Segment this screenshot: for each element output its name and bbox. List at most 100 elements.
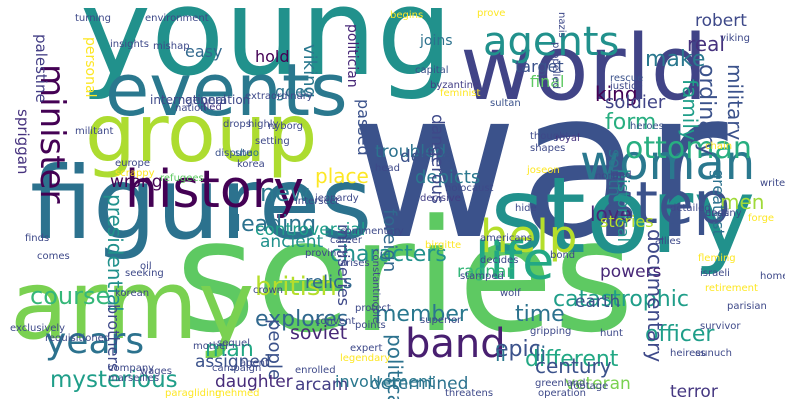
word-catastrophic: catastrophic: [553, 287, 689, 312]
word-eunuch: eunuch: [695, 348, 733, 359]
word-homelands: homelands: [760, 271, 785, 282]
word-dispute: dispute: [215, 148, 253, 159]
word-daughter: daughter: [215, 372, 293, 392]
word-joseon: joseon: [527, 165, 560, 176]
word-figures: figures: [30, 145, 373, 262]
word-woman: woman: [580, 135, 756, 191]
word-passed: passed: [354, 99, 373, 156]
word-stories: stories: [600, 212, 654, 231]
word-holocaust: holocaust: [445, 183, 494, 194]
word-fled: fled: [203, 102, 222, 113]
word-finds: finds: [25, 233, 50, 244]
word-parisian: parisian: [727, 301, 767, 312]
word-setting: setting: [255, 136, 290, 147]
word-member: member: [375, 302, 468, 327]
word-marseilles: marseilles: [108, 373, 160, 384]
word-arcam: arcam: [295, 375, 349, 395]
word-enrolled: enrolled: [295, 365, 336, 376]
word-band: band: [405, 321, 506, 367]
word-europe: europe: [115, 158, 150, 169]
word-threatens: threatens: [445, 388, 494, 399]
word-operation: operation: [538, 388, 587, 399]
word-mother: mother: [193, 341, 230, 352]
word-shuo: shuo: [235, 148, 260, 159]
word-real: real: [687, 32, 725, 56]
word-officer: officer: [645, 322, 715, 347]
word-leading: leading: [235, 212, 317, 237]
word-prove: prove: [477, 8, 506, 19]
word-agents: agents: [483, 19, 620, 65]
word-war: war: [350, 47, 728, 285]
word-young: young: [80, 4, 453, 103]
word-fleming: fleming: [698, 253, 736, 264]
word-dangerous: dangerous: [427, 114, 447, 204]
word-love: love: [590, 202, 632, 226]
word-highly: highly: [248, 119, 279, 130]
word-different: different: [525, 347, 619, 372]
word-hide: hide: [515, 203, 537, 214]
word-politician: politician: [344, 24, 360, 88]
word-veteran: veteran: [565, 374, 631, 394]
word-ottoman: ottoman: [625, 131, 752, 166]
word-determined: determined: [370, 374, 469, 394]
word-series: series: [175, 186, 635, 367]
word-century: century: [535, 354, 612, 378]
word-cloud-canvas: war series young story figures army world group…: [5, 4, 785, 399]
word-soviet: soviet: [290, 322, 348, 344]
word-man: man: [205, 337, 254, 362]
word-nyborg: nyborg: [268, 121, 304, 132]
word-extraordinary: extraordinary: [245, 91, 313, 102]
word-form: form: [605, 110, 657, 135]
word-forge: forge: [748, 213, 775, 224]
word-help: help: [480, 210, 578, 263]
word-company: company: [108, 363, 155, 374]
word-drops: drops: [223, 119, 251, 130]
word-hunt: hunt: [600, 328, 623, 339]
word-allies: allies: [655, 236, 681, 247]
word-expert: expert: [350, 343, 383, 354]
word-military: military: [723, 64, 747, 141]
word-sultan: sultan: [490, 98, 521, 109]
word-ancient: ancient: [260, 232, 324, 252]
word-spriggan: spriggan: [14, 109, 32, 175]
word-seeking: seeking: [125, 268, 164, 279]
word-men: men: [720, 190, 765, 214]
word-turning: turning: [75, 13, 111, 24]
word-life: life: [475, 232, 555, 292]
word-step: step: [605, 169, 731, 237]
word-final: final: [530, 72, 565, 91]
word-goes: goes: [275, 82, 314, 101]
word-commentary: commentary: [340, 226, 404, 237]
word-royal: royal: [555, 133, 580, 144]
word-relics: relics: [305, 272, 353, 293]
word-retirement: retirement: [705, 283, 758, 294]
word-mehmed: mehmed: [215, 388, 260, 399]
word-history: history: [125, 160, 304, 220]
word-comes: comes: [37, 251, 70, 262]
word-mishap: mishap: [153, 41, 190, 52]
word-propelled: propelled: [550, 42, 561, 89]
word-target: target: [515, 57, 564, 76]
word-viking: viking: [720, 33, 750, 44]
word-british: british: [255, 272, 337, 302]
word-palestine: palestine: [32, 34, 50, 103]
word-epic: epic: [495, 337, 541, 362]
word-oil: oil: [140, 261, 152, 272]
word-characters: characters: [330, 242, 447, 267]
word-events: events: [105, 48, 348, 132]
word-byzantine: byzantine: [430, 80, 480, 91]
word-campaign: campaign: [212, 363, 262, 374]
word-crown: crown: [253, 285, 284, 296]
word-writers: writers: [760, 178, 785, 189]
word-ragnar: ragnar: [457, 262, 514, 282]
word-earth: earth: [575, 292, 621, 312]
word-birgitte: birgitte: [425, 240, 462, 251]
word-begins: begins: [390, 10, 424, 21]
word-hold: hold: [255, 47, 290, 66]
word-mysterious: mysterious: [50, 367, 178, 393]
word-feminist: feminist: [440, 88, 481, 99]
word-li: li: [535, 342, 547, 366]
word-justice: justice: [610, 81, 643, 92]
word-protect: protect: [355, 303, 391, 314]
word-refugees: refugees: [160, 173, 204, 184]
